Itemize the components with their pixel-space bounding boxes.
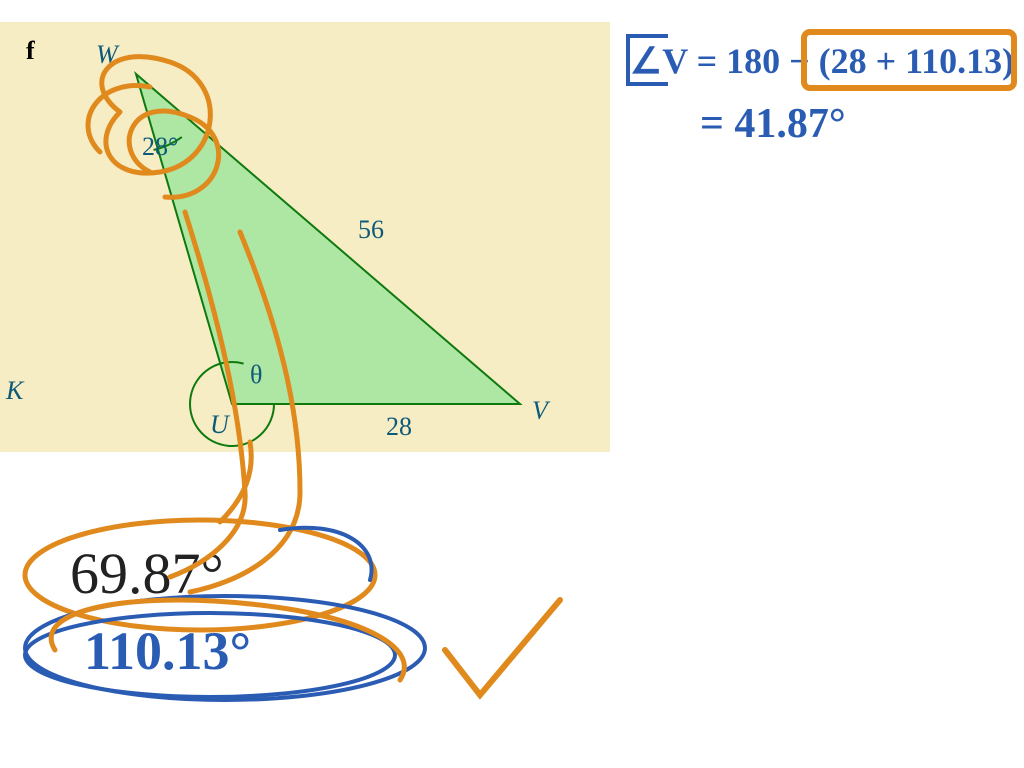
orange-checkmark	[445, 600, 560, 695]
blue-bracket	[628, 36, 668, 84]
orange-connector-curves	[170, 212, 300, 592]
orange-highlight-box	[804, 32, 1014, 88]
orange-scribble-apex	[88, 57, 219, 198]
annotation-overlay	[0, 0, 1024, 768]
